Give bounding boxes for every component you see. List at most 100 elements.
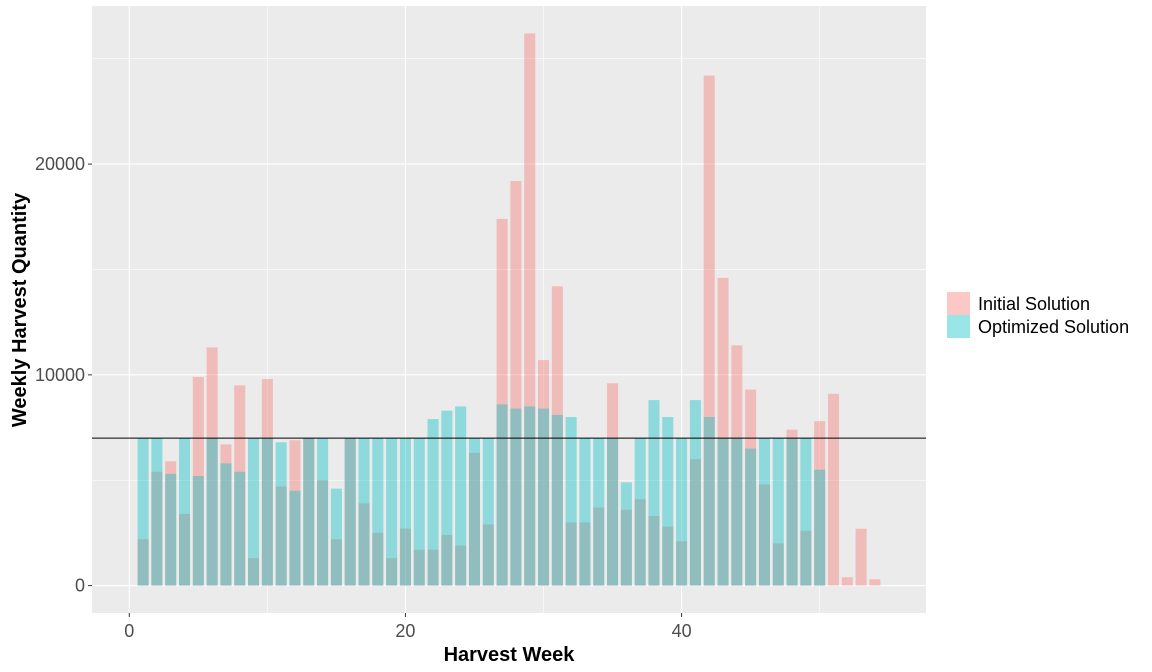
grid-lines: [92, 6, 926, 613]
bar-initial-solution: [344, 438, 356, 586]
bar-initial-solution: [800, 530, 812, 586]
bar-optimized-solution: [289, 490, 301, 586]
legend-label-optimized: Optimized Solution: [978, 317, 1129, 337]
bar-optimized-solution: [386, 438, 398, 586]
y-axis-title: Weekly Harvest Quantity: [9, 192, 31, 427]
y-tick-label: 10000: [35, 365, 85, 385]
bar-initial-solution: [634, 499, 646, 586]
legend-label-initial: Initial Solution: [978, 294, 1090, 314]
bar-optimized-solution: [303, 438, 315, 586]
bar-initial-solution: [676, 541, 688, 586]
bar-initial-solution: [551, 286, 563, 586]
bar-optimized-solution: [496, 404, 508, 586]
bar-optimized-solution: [786, 438, 798, 586]
bar-initial-solution: [137, 539, 149, 586]
bar-initial-solution: [593, 507, 605, 586]
bar-optimized-solution: [703, 416, 715, 586]
plot-panel: [92, 6, 926, 613]
bar-initial-solution: [468, 452, 481, 586]
bar-initial-solution: [496, 218, 508, 586]
bar-optimized-solution: [427, 419, 439, 586]
bar-optimized-solution: [358, 438, 370, 586]
bar-optimized-solution: [814, 469, 826, 586]
bar-initial-solution: [537, 360, 550, 586]
bar-optimized-solution: [468, 438, 481, 586]
bars: [137, 33, 881, 586]
bar-initial-solution: [745, 389, 757, 586]
bar-optimized-solution: [524, 406, 536, 586]
bar-initial-solution: [662, 526, 674, 586]
bar-optimized-solution: [261, 438, 273, 586]
bar-initial-solution: [579, 522, 591, 586]
bar-optimized-solution: [317, 438, 329, 586]
bar-initial-solution: [441, 535, 453, 586]
bar-optimized-solution: [662, 416, 674, 586]
bar-optimized-solution: [137, 438, 149, 586]
bar-initial-solution: [386, 558, 398, 586]
bar-initial-solution: [427, 549, 439, 586]
bar-optimized-solution: [676, 438, 688, 586]
bar-optimized-solution: [151, 438, 163, 586]
legend-key-initial: [947, 292, 970, 315]
bar-initial-solution: [772, 543, 784, 586]
bar-initial-solution: [151, 471, 163, 586]
bar-optimized-solution: [648, 400, 660, 586]
bar-optimized-solution: [758, 438, 770, 586]
bar-initial-solution: [841, 577, 853, 586]
bar-initial-solution: [689, 459, 701, 586]
bar-optimized-solution: [482, 438, 494, 586]
bar-optimized-solution: [593, 438, 605, 586]
bar-initial-solution: [827, 393, 840, 586]
bar-initial-solution: [607, 383, 619, 586]
bar-initial-solution: [814, 421, 826, 586]
bar-initial-solution: [758, 484, 770, 586]
bar-initial-solution: [510, 180, 522, 586]
bar-optimized-solution: [634, 438, 646, 586]
bar-initial-solution: [358, 503, 370, 586]
bar-optimized-solution: [800, 438, 812, 586]
bar-optimized-solution: [607, 438, 619, 586]
x-tick-label: 0: [124, 621, 134, 641]
bar-optimized-solution: [510, 408, 522, 586]
bar-initial-solution: [289, 440, 301, 586]
bar-optimized-solution: [579, 438, 591, 586]
bar-initial-solution: [165, 461, 177, 586]
y-tick-label: 0: [75, 576, 85, 596]
bar-optimized-solution: [717, 438, 729, 586]
axes: 0 20 40 0 10000 20000: [35, 154, 692, 641]
bar-optimized-solution: [551, 414, 563, 586]
bar-optimized-solution: [772, 438, 784, 586]
bar-optimized-solution: [330, 488, 342, 586]
bar-optimized-solution: [455, 406, 467, 586]
bar-optimized-solution: [689, 400, 701, 586]
bar-initial-solution: [206, 347, 218, 586]
bar-initial-solution: [399, 528, 411, 586]
bar-initial-solution: [413, 549, 425, 586]
bar-initial-solution: [731, 345, 743, 586]
bar-initial-solution: [330, 539, 342, 586]
bar-optimized-solution: [565, 416, 577, 586]
x-axis-title: Harvest Week: [444, 644, 576, 666]
x-tick-label: 40: [672, 621, 692, 641]
legend-key-optimized: [947, 315, 970, 338]
bar-initial-solution: [717, 277, 729, 586]
bar-optimized-solution: [537, 408, 550, 586]
bar-initial-solution: [303, 438, 315, 586]
bar-optimized-solution: [372, 438, 384, 586]
bar-initial-solution: [524, 33, 536, 586]
bar-initial-solution: [455, 545, 467, 586]
bar-initial-solution: [869, 579, 881, 586]
bar-initial-solution: [620, 509, 632, 586]
bar-optimized-solution: [192, 476, 204, 586]
bar-optimized-solution: [275, 442, 287, 586]
bar-optimized-solution: [178, 438, 191, 586]
bar-initial-solution: [275, 486, 287, 586]
bar-initial-solution: [372, 532, 384, 586]
y-tick-label: 20000: [35, 154, 85, 174]
x-tick-label: 20: [395, 621, 415, 641]
bar-initial-solution: [855, 528, 867, 586]
bar-initial-solution: [248, 558, 260, 586]
bar-initial-solution: [261, 379, 273, 586]
bar-initial-solution: [703, 75, 715, 586]
